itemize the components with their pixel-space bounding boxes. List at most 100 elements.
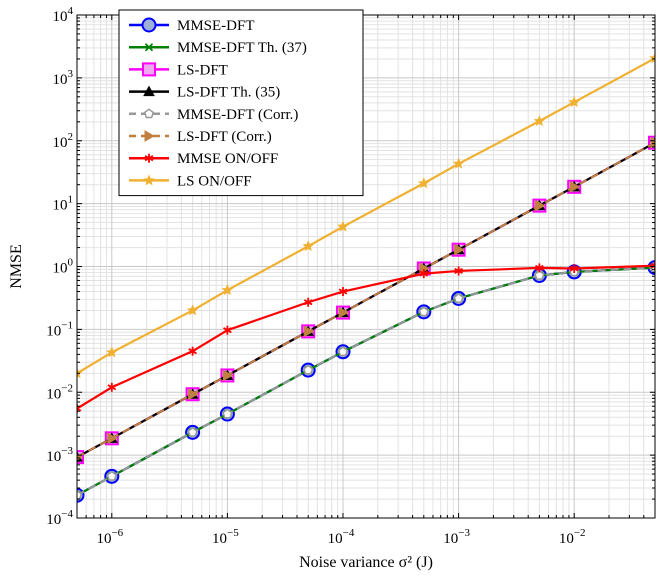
- legend-label: LS ON/OFF: [177, 173, 252, 189]
- legend-entry: MMSE-DFT Th. (37): [129, 40, 307, 56]
- tick-label-exponent: −6: [111, 527, 123, 539]
- data-point-marker: [222, 369, 234, 382]
- tick-label-base: 10: [328, 531, 343, 547]
- data-point-marker: [143, 174, 155, 186]
- data-point-marker: [418, 177, 430, 189]
- x-tick-label: 10−6: [96, 527, 123, 547]
- data-point-marker: [535, 263, 544, 273]
- y-tick-label: 10−4: [46, 508, 73, 528]
- data-point-marker: [106, 470, 117, 481]
- series-mmse-on-off: [77, 261, 655, 414]
- y-tick-label: 100: [53, 257, 74, 277]
- data-point-marker: [649, 52, 655, 64]
- legend-label: LS-DFT: [177, 62, 228, 78]
- data-point-marker: [650, 261, 655, 271]
- tick-label-base: 10: [53, 9, 68, 25]
- data-point-marker: [338, 306, 350, 319]
- data-point-marker: [303, 325, 315, 338]
- data-point-marker: [303, 364, 314, 375]
- tick-label-exponent: −2: [61, 382, 73, 394]
- legend-label: MMSE-DFT: [177, 18, 255, 34]
- marker-stroke: [223, 327, 232, 334]
- data-point-marker: [337, 220, 349, 232]
- data-point-marker: [107, 382, 117, 392]
- tick-label-base: 10: [46, 323, 61, 339]
- tick-label-base: 10: [53, 261, 68, 277]
- tick-label-exponent: −4: [61, 508, 73, 520]
- data-point-marker: [141, 17, 157, 33]
- legend-entry: MMSE-DFT (Corr.): [129, 107, 298, 123]
- data-point-marker: [418, 306, 429, 317]
- legend-entry: MMSE-DFT: [129, 17, 255, 34]
- marker-stroke: [535, 264, 544, 271]
- legend-entry: LS-DFT (Corr.): [129, 129, 272, 145]
- tick-label-base: 10: [53, 198, 68, 214]
- marker-stroke: [569, 265, 579, 272]
- x-tick-labels: 10−6 10−5 10−4 10−3 10−2: [96, 527, 585, 547]
- tick-label-base: 10: [46, 512, 61, 528]
- x-tick-label: 10−4: [328, 527, 355, 547]
- tick-label-exponent: −2: [574, 527, 586, 539]
- tick-label-base: 10: [559, 531, 574, 547]
- legend-box: [118, 9, 364, 197]
- tick-label-exponent: 3: [68, 68, 74, 80]
- data-point-marker: [419, 269, 429, 279]
- series-ls-dft-corr: [77, 136, 655, 461]
- marker-stroke: [650, 264, 655, 269]
- tick-label-exponent: −4: [343, 527, 355, 539]
- data-point-marker: [303, 297, 313, 307]
- tick-label-exponent: 4: [68, 5, 74, 17]
- data-point-marker: [188, 346, 197, 356]
- data-point-marker: [454, 266, 463, 276]
- y-axis-label: NMSE: [8, 244, 25, 288]
- data-point-marker: [187, 426, 198, 437]
- marker-stroke: [303, 299, 313, 306]
- y-tick-label: 10−3: [46, 445, 73, 465]
- marker-stroke: [144, 155, 154, 162]
- x-axis-title: Noise variance σ² (J): [299, 554, 433, 571]
- data-point-marker: [454, 243, 465, 256]
- y-tick-label: 103: [53, 68, 74, 88]
- data-point-marker: [77, 404, 82, 414]
- data-point-marker: [452, 157, 465, 169]
- tick-label-exponent: −1: [61, 319, 73, 331]
- data-point-marker: [144, 153, 154, 163]
- data-point-marker: [569, 263, 579, 273]
- legend-entry: LS-DFT Th. (35): [129, 85, 280, 101]
- y-axis-title: NMSE: [8, 244, 25, 288]
- marker-stroke: [454, 267, 463, 274]
- legend-entry: LS ON/OFF: [129, 173, 252, 189]
- data-point-marker: [188, 388, 199, 401]
- marker-stroke: [188, 348, 197, 355]
- data-point-marker: [534, 199, 546, 212]
- legend-label: LS-DFT (Corr.): [177, 129, 272, 145]
- data-point-marker: [650, 136, 655, 149]
- tick-label-exponent: 1: [68, 194, 74, 206]
- tick-label-base: 10: [46, 386, 61, 402]
- tick-label-base: 10: [443, 531, 458, 547]
- y-tick-label: 102: [53, 131, 74, 151]
- data-point-marker: [568, 96, 580, 108]
- marker-stroke: [338, 288, 348, 295]
- data-point-marker: [223, 325, 232, 335]
- legend-label: LS-DFT Th. (35): [177, 85, 280, 101]
- tick-label-base: 10: [96, 531, 111, 547]
- y-tick-label: 101: [53, 194, 74, 214]
- tick-label-exponent: −5: [227, 527, 239, 539]
- x-tick-label: 10−5: [212, 527, 239, 547]
- marker-stroke: [77, 407, 82, 412]
- data-point-marker: [186, 304, 199, 316]
- legend-label: MMSE ON/OFF: [177, 151, 278, 167]
- data-point-marker: [569, 180, 581, 193]
- data-point-marker: [534, 270, 545, 280]
- marker-stroke: [77, 405, 82, 410]
- legend-label: MMSE-DFT Th. (37): [177, 40, 307, 56]
- tick-label-exponent: 0: [68, 257, 74, 269]
- x-axis-label: Noise variance σ² (J): [299, 554, 433, 571]
- data-point-marker: [337, 346, 349, 357]
- data-point-marker: [222, 408, 233, 419]
- data-point-marker: [143, 85, 155, 97]
- data-point-marker: [77, 489, 83, 500]
